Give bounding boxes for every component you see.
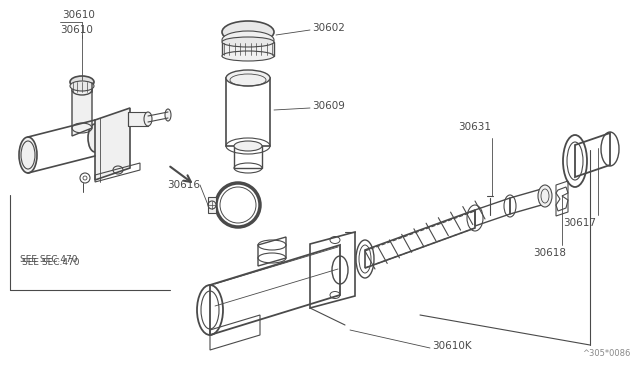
- Text: 30616: 30616: [167, 180, 200, 190]
- Bar: [128, 112, 148, 126]
- Text: 30609: 30609: [312, 101, 345, 111]
- Bar: [234, 146, 262, 168]
- Ellipse shape: [72, 85, 92, 95]
- Text: 30610K: 30610K: [432, 341, 472, 351]
- Ellipse shape: [70, 76, 94, 88]
- Ellipse shape: [222, 37, 274, 47]
- Ellipse shape: [226, 70, 270, 86]
- Ellipse shape: [70, 81, 94, 91]
- Bar: [226, 78, 270, 146]
- Ellipse shape: [19, 137, 37, 173]
- Text: 30602: 30602: [312, 23, 345, 33]
- Ellipse shape: [222, 21, 274, 43]
- Text: SEE SEC.470: SEE SEC.470: [22, 258, 79, 267]
- Ellipse shape: [165, 109, 171, 121]
- Polygon shape: [72, 82, 92, 136]
- Text: 30617: 30617: [563, 218, 596, 228]
- Text: 30610: 30610: [62, 10, 95, 20]
- Text: ^305*0086: ^305*0086: [582, 349, 630, 358]
- Ellipse shape: [144, 112, 152, 126]
- Polygon shape: [208, 197, 216, 213]
- Ellipse shape: [222, 31, 274, 49]
- Ellipse shape: [234, 141, 262, 151]
- Text: 30631: 30631: [458, 122, 492, 132]
- Text: SEE SEC.470: SEE SEC.470: [20, 255, 77, 264]
- Bar: [222, 42, 274, 56]
- Polygon shape: [95, 108, 130, 180]
- Text: 30610: 30610: [60, 25, 93, 35]
- Ellipse shape: [222, 51, 274, 61]
- Text: 30618: 30618: [534, 248, 566, 258]
- Ellipse shape: [88, 124, 102, 152]
- Ellipse shape: [538, 185, 552, 207]
